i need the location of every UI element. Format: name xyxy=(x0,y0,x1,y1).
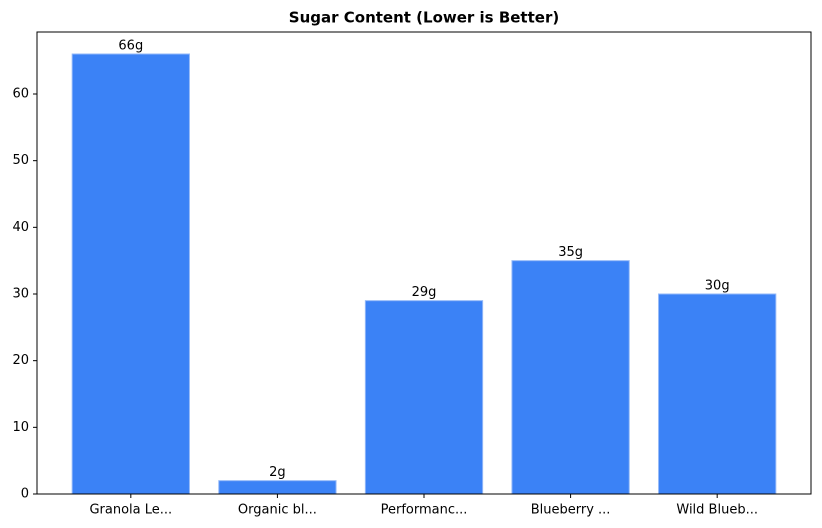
bar xyxy=(364,300,484,495)
x-tick-label: Performanc... xyxy=(381,503,468,518)
y-tick-label: 20 xyxy=(12,353,29,368)
y-tick-label: 0 xyxy=(21,487,29,502)
x-tick-label: Granola Le... xyxy=(89,503,172,518)
bar xyxy=(71,53,190,495)
x-tick-label: Blueberry ... xyxy=(531,503,611,518)
x-tick-label: Organic bl... xyxy=(238,503,317,518)
value-label: 2g xyxy=(269,465,286,480)
y-tick-label: 40 xyxy=(12,220,29,235)
bar xyxy=(658,293,777,495)
value-label: 29g xyxy=(412,285,437,300)
value-label: 30g xyxy=(705,279,730,294)
value-label: 66g xyxy=(118,39,143,54)
bar xyxy=(511,260,630,495)
x-tick-label: Wild Blueb... xyxy=(676,503,758,518)
plot-frame xyxy=(36,31,812,495)
y-tick-label: 10 xyxy=(12,420,29,435)
y-tick-label: 50 xyxy=(12,153,29,168)
chart-title: Sugar Content (Lower is Better) xyxy=(289,9,559,27)
bar xyxy=(218,480,337,495)
y-tick-label: 60 xyxy=(12,87,29,102)
y-tick-label: 30 xyxy=(12,287,29,302)
value-label: 35g xyxy=(558,245,583,260)
